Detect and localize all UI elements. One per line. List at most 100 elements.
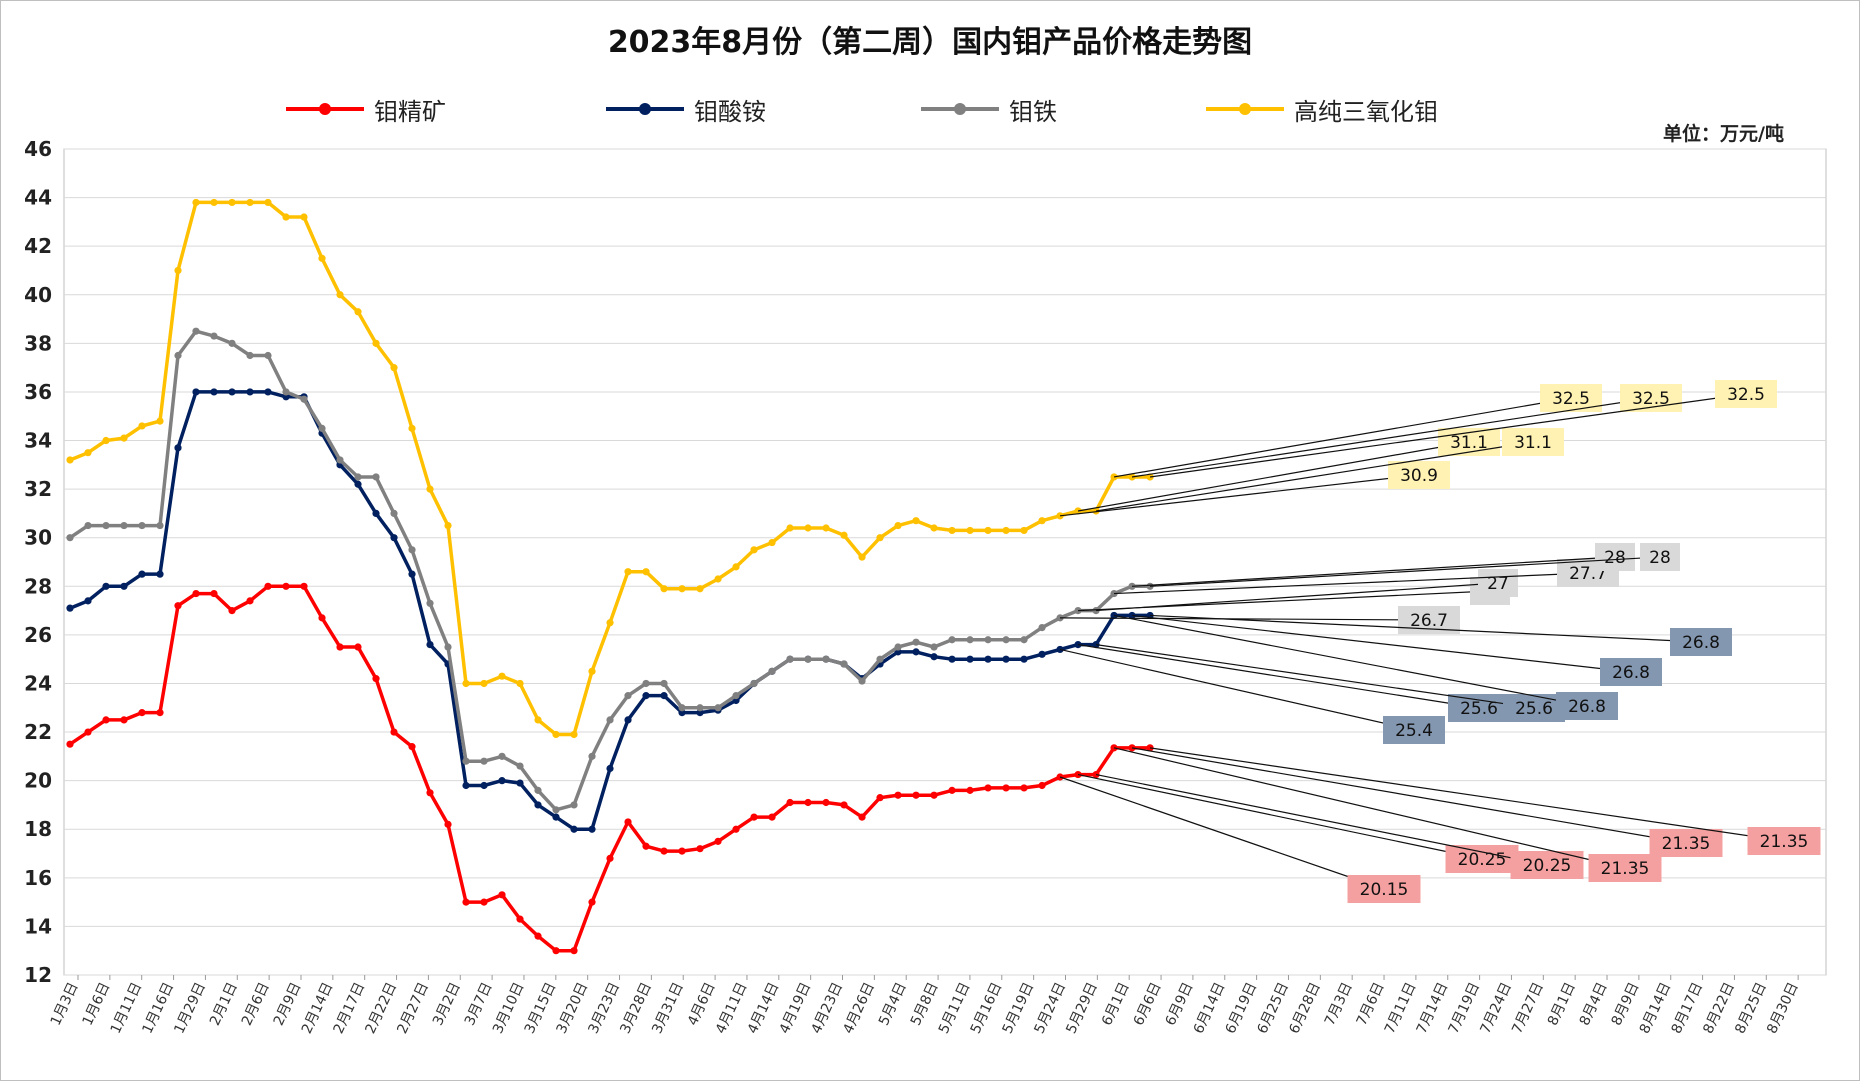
data-point bbox=[174, 351, 182, 360]
data-label: 32.5 bbox=[1552, 389, 1590, 409]
data-label-box bbox=[1670, 628, 1732, 656]
data-point bbox=[138, 709, 146, 717]
data-point bbox=[102, 436, 110, 445]
data-point bbox=[156, 570, 164, 578]
data-point bbox=[858, 677, 866, 685]
data-point bbox=[84, 449, 92, 457]
data-point bbox=[102, 582, 110, 590]
data-point bbox=[534, 932, 542, 940]
data-label: 31.1 bbox=[1450, 433, 1488, 453]
data-label-leader bbox=[1131, 397, 1652, 478]
data-point bbox=[462, 679, 470, 688]
data-point bbox=[444, 820, 452, 828]
data-label-leader bbox=[1149, 393, 1747, 478]
data-point bbox=[570, 825, 578, 833]
data-point bbox=[426, 789, 434, 797]
data-point bbox=[948, 655, 956, 663]
x-tick-label: 8月30日 bbox=[1764, 980, 1802, 1036]
data-point bbox=[588, 898, 596, 906]
series-line-2 bbox=[69, 329, 1150, 812]
legend-item-0: 钼精矿 bbox=[286, 91, 446, 127]
data-label-leader bbox=[1095, 441, 1534, 512]
data-point bbox=[930, 643, 938, 651]
data-point bbox=[894, 643, 902, 651]
data-point bbox=[318, 424, 326, 432]
data-point bbox=[606, 619, 614, 627]
data-point bbox=[1038, 781, 1046, 790]
data-label-box bbox=[1588, 854, 1662, 882]
legend-label: 钼精矿 bbox=[374, 97, 446, 126]
data-point bbox=[84, 597, 92, 605]
data-label-box bbox=[1556, 692, 1618, 720]
data-point bbox=[606, 764, 614, 773]
data-point bbox=[624, 818, 632, 826]
data-point bbox=[66, 740, 74, 748]
x-tick-label: 3月2日 bbox=[430, 980, 464, 1028]
data-point bbox=[246, 351, 254, 360]
data-point bbox=[282, 388, 290, 396]
data-point bbox=[156, 417, 164, 425]
data-point bbox=[174, 266, 182, 275]
data-point bbox=[966, 655, 974, 663]
data-point bbox=[948, 786, 956, 794]
data-label-leader bbox=[1077, 644, 1480, 709]
data-label-box bbox=[1478, 569, 1518, 597]
data-point bbox=[1020, 784, 1028, 792]
data-point bbox=[498, 752, 506, 760]
y-tick-label: 38 bbox=[24, 331, 52, 355]
data-point bbox=[138, 570, 146, 578]
data-point bbox=[426, 485, 434, 493]
data-point bbox=[840, 531, 848, 539]
data-point bbox=[372, 339, 380, 347]
legend-item-2: 钼铁 bbox=[921, 91, 1057, 127]
x-tick-label: 6月1日 bbox=[1099, 980, 1133, 1028]
legend-swatch bbox=[286, 103, 364, 115]
data-label-leader bbox=[1114, 572, 1589, 595]
data-label-leader bbox=[1132, 556, 1616, 587]
data-point bbox=[84, 521, 92, 530]
data-point bbox=[750, 546, 758, 554]
data-point bbox=[606, 854, 614, 862]
legend-swatch bbox=[1206, 103, 1284, 115]
data-point bbox=[498, 672, 506, 680]
data-point bbox=[138, 422, 146, 430]
data-point bbox=[1038, 517, 1046, 525]
data-point bbox=[516, 779, 524, 787]
data-point bbox=[390, 728, 398, 736]
data-label-box bbox=[1502, 428, 1564, 456]
data-point bbox=[156, 709, 164, 717]
data-point bbox=[498, 777, 506, 785]
data-point bbox=[786, 524, 794, 532]
data-point bbox=[426, 641, 434, 649]
data-point bbox=[408, 424, 416, 432]
legend-label: 钼铁 bbox=[1009, 97, 1057, 126]
y-tick-label: 24 bbox=[24, 671, 52, 695]
data-point bbox=[228, 198, 236, 207]
data-point bbox=[732, 563, 740, 571]
data-point bbox=[192, 388, 200, 396]
data-point bbox=[624, 692, 632, 700]
x-tick-label: 7月6日 bbox=[1354, 980, 1388, 1028]
data-point bbox=[696, 704, 704, 712]
data-point bbox=[912, 638, 920, 646]
data-label-box bbox=[1649, 829, 1723, 857]
data-point bbox=[804, 798, 812, 807]
data-point bbox=[318, 614, 326, 622]
data-point bbox=[678, 585, 686, 593]
data-label: 28 bbox=[1649, 548, 1671, 568]
x-tick-label: 6月9日 bbox=[1163, 980, 1197, 1028]
data-point bbox=[372, 473, 380, 481]
data-label: 30.9 bbox=[1400, 466, 1438, 486]
data-label: 26.8 bbox=[1612, 663, 1650, 683]
data-point bbox=[210, 198, 218, 207]
data-point bbox=[444, 643, 452, 651]
data-point bbox=[264, 198, 272, 207]
data-point bbox=[336, 456, 344, 464]
data-point bbox=[372, 509, 380, 518]
data-point bbox=[336, 643, 344, 651]
x-tick-label: 2月1日 bbox=[207, 980, 241, 1028]
data-point bbox=[552, 806, 560, 814]
data-point bbox=[1002, 636, 1010, 644]
data-point bbox=[138, 521, 146, 530]
data-label: 25.4 bbox=[1395, 721, 1433, 741]
